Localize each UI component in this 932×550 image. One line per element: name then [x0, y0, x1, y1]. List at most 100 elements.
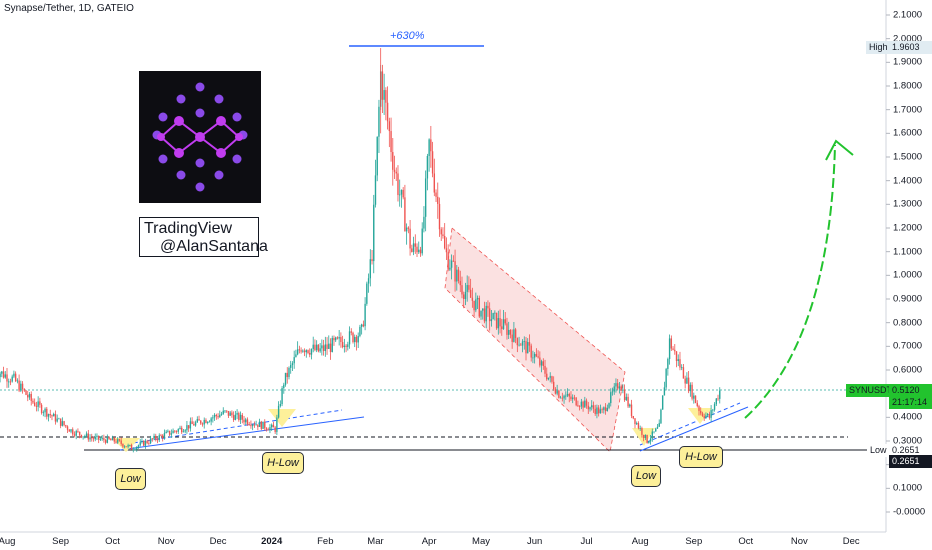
- time-axis-tick: Feb: [317, 536, 334, 547]
- hlow-marker-2: [688, 408, 712, 424]
- price-axis-tick: 1.1000: [893, 246, 923, 258]
- candle-body: [106, 436, 109, 443]
- candle-body: [584, 400, 586, 408]
- low-value-tag: 0.2651: [889, 444, 932, 457]
- candle-body: [220, 413, 223, 415]
- candle-body: [568, 393, 570, 397]
- candle-body: [219, 414, 221, 418]
- candle-body: [137, 445, 140, 447]
- candle-body: [386, 102, 389, 122]
- candle-body: [110, 439, 112, 441]
- candle-body: [698, 406, 700, 411]
- chart-title: Synapse/Tether, 1D, GATEIO: [4, 3, 134, 14]
- candle-body: [485, 305, 487, 322]
- candle-body: [623, 389, 626, 401]
- candle-body: [309, 352, 311, 355]
- candle-body: [129, 444, 131, 446]
- candle-body: [622, 389, 624, 391]
- candle-body: [468, 285, 470, 290]
- candle-body: [65, 425, 67, 427]
- candle-body: [502, 319, 505, 330]
- candle-body: [56, 418, 58, 422]
- candle-body: [603, 407, 605, 410]
- candle-body: [170, 433, 173, 435]
- candle-body: [68, 429, 70, 432]
- candle-body: [376, 136, 378, 176]
- candle-body: [333, 337, 335, 341]
- candle-body: [328, 343, 330, 349]
- candle-body: [686, 377, 688, 384]
- time-axis-tick: Mar: [367, 536, 384, 547]
- candle-body: [78, 431, 81, 435]
- candle-body: [554, 389, 557, 394]
- time-axis-tick: Aug: [0, 536, 16, 547]
- candle-body: [13, 373, 15, 377]
- candle-body: [597, 407, 600, 414]
- candle-body: [4, 374, 6, 378]
- watermark-box: TradingView @AlanSantana: [139, 217, 268, 257]
- candle-body: [132, 449, 134, 451]
- candle-body: [494, 312, 496, 314]
- note-hlow-2: H-Low: [679, 446, 723, 468]
- candle-body: [91, 437, 93, 439]
- candle-body: [274, 427, 276, 432]
- candle-body: [253, 424, 256, 426]
- candle-body: [632, 415, 634, 419]
- price-axis-tick: 2.0000: [893, 33, 923, 45]
- candle-body: [646, 434, 648, 444]
- candle-body: [404, 197, 406, 232]
- candle-body: [672, 348, 674, 350]
- candle-body: [49, 414, 51, 416]
- candle-body: [314, 344, 316, 351]
- candle-body: [238, 413, 240, 420]
- high-label-tag: High: [866, 41, 891, 54]
- price-axis-tick: 0.4000: [893, 411, 923, 423]
- candle-body: [575, 397, 577, 406]
- candle-body: [167, 430, 169, 432]
- time-axis-tick: Nov: [790, 536, 808, 547]
- candle-body: [2, 371, 5, 378]
- candle-body: [315, 344, 318, 351]
- candle-body: [229, 412, 231, 416]
- candle-body: [580, 401, 583, 407]
- price-axis-tick: 0.8000: [893, 317, 923, 329]
- candle-body: [77, 431, 79, 432]
- candle-body: [8, 381, 10, 383]
- candle-body: [648, 441, 650, 444]
- candle-body: [667, 359, 669, 369]
- candle-body: [265, 428, 268, 430]
- candle-body: [611, 391, 614, 393]
- candle-body: [113, 437, 115, 442]
- candle-body: [32, 400, 34, 403]
- candle-body: [250, 424, 252, 427]
- candle-body: [40, 404, 43, 413]
- candle-body: [601, 409, 603, 411]
- candle-body: [213, 414, 216, 418]
- candle-body: [136, 446, 138, 450]
- candle-body: [618, 386, 621, 389]
- candle-body: [359, 326, 361, 337]
- candle-body: [634, 418, 636, 425]
- candle-body: [186, 425, 188, 431]
- candle-body: [544, 365, 546, 374]
- price-axis-tick: 0.7000: [893, 340, 923, 352]
- candle-body: [573, 397, 576, 399]
- candle-body: [660, 409, 662, 424]
- candle-body: [270, 424, 273, 428]
- candle-body: [187, 425, 190, 429]
- candle-body: [70, 429, 72, 432]
- candle-body: [570, 396, 572, 400]
- candle-body: [37, 401, 39, 407]
- candle-body: [459, 280, 461, 286]
- candle-body: [354, 336, 356, 343]
- candle-body: [475, 299, 477, 311]
- candle-body: [142, 441, 145, 446]
- price-axis-tick: 1.3000: [893, 198, 923, 210]
- candle-body: [629, 404, 631, 407]
- candle-body: [174, 430, 176, 432]
- candle-body: [158, 435, 160, 441]
- candle-body: [232, 415, 235, 420]
- candle-body: [440, 229, 442, 235]
- candle-body: [606, 407, 609, 412]
- candle-body: [246, 419, 249, 425]
